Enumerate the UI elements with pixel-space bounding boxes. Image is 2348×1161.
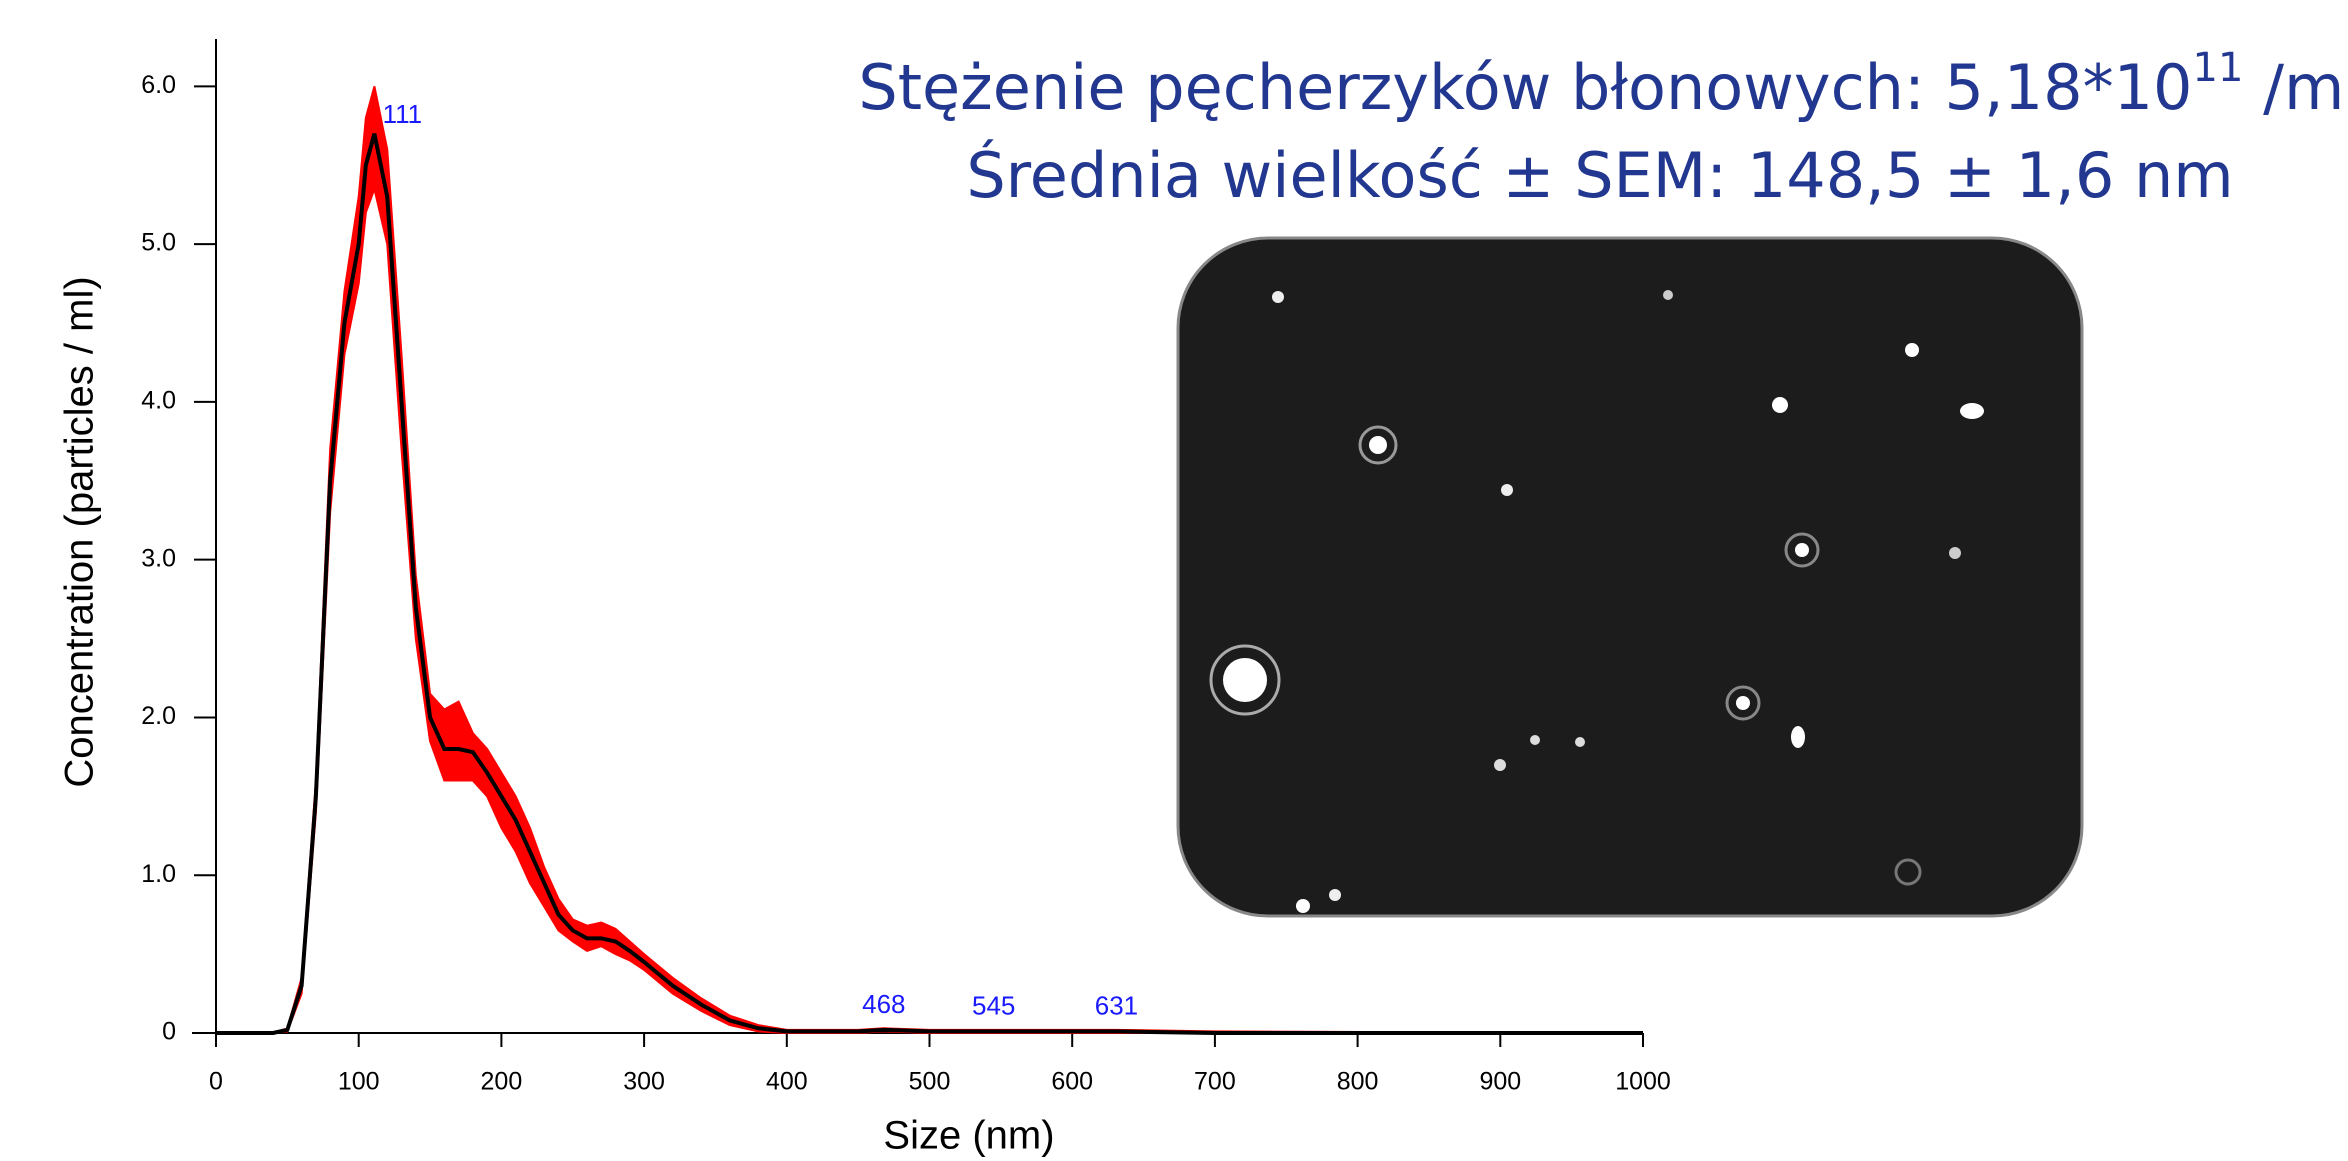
concentration-main: Stężenie pęcherzyków błonowych: 5,18*10 [858,51,2192,124]
mean-size-text: Średnia wielkość ± SEM: 148,5 ± 1,6 nm [966,139,2233,212]
peak-label: 468 [862,989,905,1019]
page: Stężenie pęcherzyków błonowych: 5,18*101… [0,0,2348,1161]
y-tick-label: 3.0 [141,544,176,572]
x-tick-label: 300 [623,1068,665,1096]
x-tick-label: 600 [1051,1068,1093,1096]
peak-label: 545 [972,991,1015,1021]
concentration-unit: /ml [2243,51,2348,124]
y-tick-label: 1.0 [141,860,176,888]
x-tick-label: 0 [209,1068,223,1096]
x-tick-label: 900 [1479,1068,1521,1096]
peak-label: 111 [383,99,423,129]
x-tick-label: 400 [766,1068,808,1096]
chart: Stężenie pęcherzyków błonowych: 5,18*101… [0,0,2348,1161]
y-tick-label: 0 [162,1018,176,1046]
microscopy-image [1178,238,2082,916]
x-tick-label: 700 [1194,1068,1236,1096]
y-tick-label: 4.0 [141,386,176,414]
x-tick-label: 500 [909,1068,951,1096]
y-tick-label: 6.0 [141,71,176,99]
concentration-text: Stężenie pęcherzyków błonowych: 5,18*101… [858,45,2348,124]
y-tick-label: 2.0 [141,702,176,730]
x-tick-label: 200 [481,1068,523,1096]
concentration-exponent: 11 [2193,45,2244,91]
y-axis-title: Concentration (particles / ml) [58,276,102,787]
y-tick-label: 5.0 [141,229,176,257]
x-axis-title: Size (nm) [883,1114,1054,1158]
peak-label: 631 [1095,991,1138,1021]
x-tick-label: 800 [1337,1068,1379,1096]
x-tick-label: 1000 [1615,1068,1671,1096]
x-tick-label: 100 [338,1068,380,1096]
